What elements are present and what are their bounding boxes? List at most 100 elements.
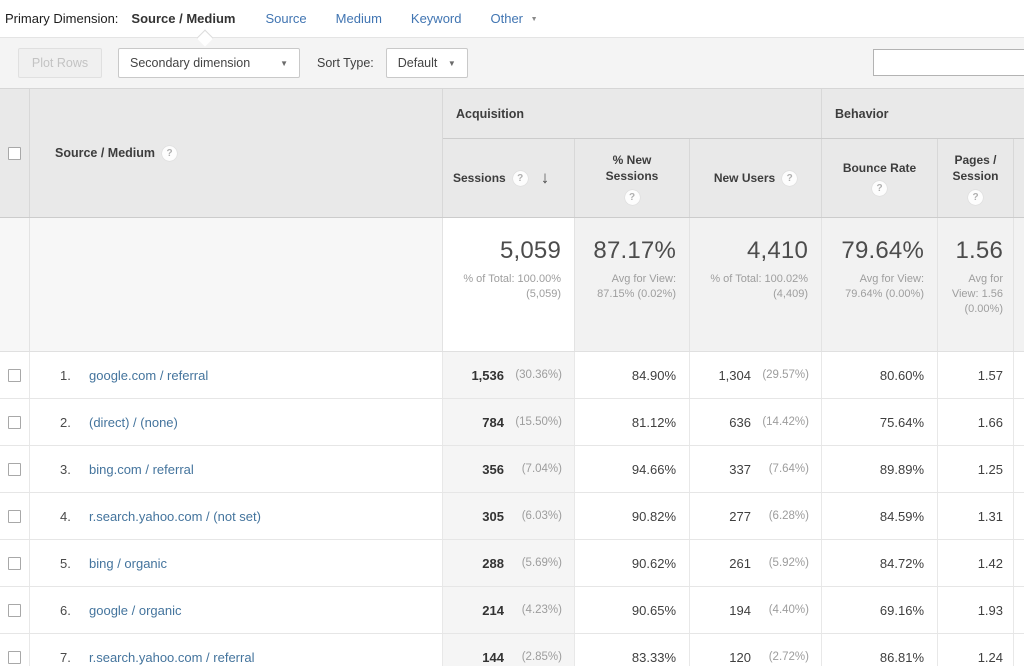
table-row: 6. google / organic 214 (4.23%) 90.65% 1… bbox=[0, 587, 1024, 634]
sessions-value: 214 bbox=[482, 602, 504, 618]
secondary-dimension-dropdown[interactable]: Secondary dimension ▼ bbox=[118, 48, 300, 78]
next-column-edge bbox=[1014, 139, 1024, 217]
row-checkbox[interactable] bbox=[8, 650, 21, 664]
totals-bounce-rate: 79.64% Avg for View: 79.64% (0.00%) bbox=[822, 218, 938, 351]
sessions-value: 784 bbox=[482, 414, 504, 430]
pages-session-cell: 1.66 bbox=[938, 399, 1014, 445]
row-checkbox-cell bbox=[0, 352, 30, 398]
tab-source[interactable]: Source bbox=[265, 11, 307, 26]
table-header: Source / Medium ? Acquisition Behavior S… bbox=[0, 88, 1024, 218]
tab-medium[interactable]: Medium bbox=[335, 11, 382, 26]
source-medium-link[interactable]: bing.com / referral bbox=[89, 461, 194, 477]
next-column-edge bbox=[1014, 634, 1024, 666]
sessions-percent: (15.50%) bbox=[515, 416, 562, 428]
pages-session-value: 1.25 bbox=[977, 461, 1003, 477]
pages-session-header-label: Pages / Session bbox=[952, 152, 999, 183]
row-checkbox[interactable] bbox=[8, 603, 21, 617]
sessions-percent: (2.85%) bbox=[521, 651, 562, 663]
new-sessions-value: 90.65% bbox=[631, 602, 676, 618]
group-header-behavior: Behavior bbox=[822, 89, 1024, 138]
select-all-checkbox[interactable] bbox=[8, 146, 21, 160]
row-rank: 6. bbox=[60, 602, 71, 618]
tab-source-medium-selected[interactable]: Source / Medium bbox=[131, 11, 236, 26]
table-search-input[interactable] bbox=[873, 49, 1024, 76]
next-column-edge bbox=[1014, 587, 1024, 633]
source-medium-link[interactable]: google.com / referral bbox=[89, 367, 209, 383]
table-row: 2. (direct) / (none) 784 (15.50%) 81.12%… bbox=[0, 399, 1024, 446]
table-row: 4. r.search.yahoo.com / (not set) 305 (6… bbox=[0, 493, 1024, 540]
totals-checkbox-cell bbox=[0, 218, 30, 351]
tab-keyword[interactable]: Keyword bbox=[410, 11, 462, 26]
row-checkbox[interactable] bbox=[8, 415, 21, 429]
pages-session-cell: 1.31 bbox=[938, 493, 1014, 539]
totals-row: 5,059 % of Total: 100.00% (5,059) 87.17%… bbox=[0, 218, 1024, 352]
table-row: 7. r.search.yahoo.com / referral 144 (2.… bbox=[0, 634, 1024, 666]
new-sessions-value: 90.62% bbox=[631, 555, 676, 571]
sessions-percent: (4.23%) bbox=[521, 604, 562, 616]
row-rank: 4. bbox=[60, 508, 71, 524]
column-header-new-sessions[interactable]: % New Sessions ? bbox=[575, 139, 690, 217]
row-source-cell: 7. r.search.yahoo.com / referral bbox=[30, 634, 443, 666]
new-users-percent: (6.28%) bbox=[768, 510, 809, 522]
new-sessions-header-label: % New Sessions bbox=[605, 152, 659, 183]
help-icon[interactable]: ? bbox=[872, 180, 887, 196]
bounce-rate-header-label: Bounce Rate bbox=[842, 160, 917, 175]
new-sessions-value: 83.33% bbox=[631, 649, 676, 665]
row-source-cell: 1. google.com / referral bbox=[30, 352, 443, 398]
row-rank: 2. bbox=[60, 414, 71, 430]
chevron-down-icon: ▼ bbox=[530, 16, 538, 23]
next-column-edge bbox=[1014, 446, 1024, 492]
new-users-value: 261 bbox=[729, 555, 751, 571]
new-sessions-cell: 84.90% bbox=[575, 352, 690, 398]
sort-descending-icon: ↓ bbox=[540, 168, 550, 187]
column-header-bounce-rate[interactable]: Bounce Rate ? bbox=[822, 139, 938, 217]
row-checkbox[interactable] bbox=[8, 368, 21, 382]
table-toolbar: Plot Rows Secondary dimension ▼ Sort Typ… bbox=[0, 38, 1024, 88]
source-medium-link[interactable]: bing / organic bbox=[89, 555, 168, 571]
sessions-value: 144 bbox=[482, 649, 504, 665]
new-users-value: 277 bbox=[729, 508, 751, 524]
sessions-percent: (7.04%) bbox=[521, 463, 562, 475]
row-rank: 7. bbox=[60, 649, 71, 665]
row-checkbox[interactable] bbox=[8, 556, 21, 570]
bounce-rate-value: 69.16% bbox=[879, 602, 924, 618]
help-icon[interactable]: ? bbox=[512, 170, 528, 186]
source-medium-link[interactable]: r.search.yahoo.com / (not set) bbox=[89, 508, 261, 524]
source-medium-link[interactable]: r.search.yahoo.com / referral bbox=[89, 649, 255, 665]
sessions-cell: 356 (7.04%) bbox=[443, 446, 575, 492]
sessions-value: 356 bbox=[482, 461, 504, 477]
column-header-new-users[interactable]: New Users ? bbox=[690, 139, 822, 217]
bounce-rate-value: 84.72% bbox=[879, 555, 924, 571]
behavior-label: Behavior bbox=[835, 106, 889, 121]
help-icon[interactable]: ? bbox=[782, 170, 798, 186]
help-icon[interactable]: ? bbox=[162, 145, 178, 161]
sessions-cell: 784 (15.50%) bbox=[443, 399, 575, 445]
source-medium-link[interactable]: google / organic bbox=[89, 602, 182, 618]
row-checkbox[interactable] bbox=[8, 462, 21, 476]
pages-session-cell: 1.42 bbox=[938, 540, 1014, 586]
help-icon[interactable]: ? bbox=[624, 189, 640, 205]
new-users-percent: (7.64%) bbox=[768, 463, 809, 475]
totals-new-sessions: 87.17% Avg for View: 87.15% (0.02%) bbox=[575, 218, 690, 351]
bounce-rate-cell: 89.89% bbox=[822, 446, 938, 492]
sessions-percent: (5.69%) bbox=[521, 557, 562, 569]
column-header-sessions[interactable]: Sessions ? ↓ bbox=[443, 139, 575, 217]
source-medium-header-label: Source / Medium bbox=[55, 146, 156, 160]
plot-rows-button[interactable]: Plot Rows bbox=[18, 48, 102, 78]
new-sessions-cell: 81.12% bbox=[575, 399, 690, 445]
totals-bounce-rate-note: Avg for View: 79.64% (0.00%) bbox=[845, 273, 924, 300]
pages-session-value: 1.57 bbox=[977, 367, 1003, 383]
column-header-pages-session[interactable]: Pages / Session ? bbox=[938, 139, 1014, 217]
bounce-rate-cell: 84.72% bbox=[822, 540, 938, 586]
column-header-source-medium[interactable]: Source / Medium ? bbox=[30, 89, 443, 217]
sort-type-dropdown[interactable]: Default ▼ bbox=[385, 48, 468, 78]
pages-session-value: 1.42 bbox=[977, 555, 1003, 571]
pages-session-cell: 1.57 bbox=[938, 352, 1014, 398]
help-icon[interactable]: ? bbox=[968, 189, 983, 205]
sessions-cell: 288 (5.69%) bbox=[443, 540, 575, 586]
sessions-cell: 214 (4.23%) bbox=[443, 587, 575, 633]
row-checkbox[interactable] bbox=[8, 509, 21, 523]
tab-other[interactable]: Other ▼ bbox=[490, 11, 537, 26]
source-medium-link[interactable]: (direct) / (none) bbox=[89, 414, 178, 430]
